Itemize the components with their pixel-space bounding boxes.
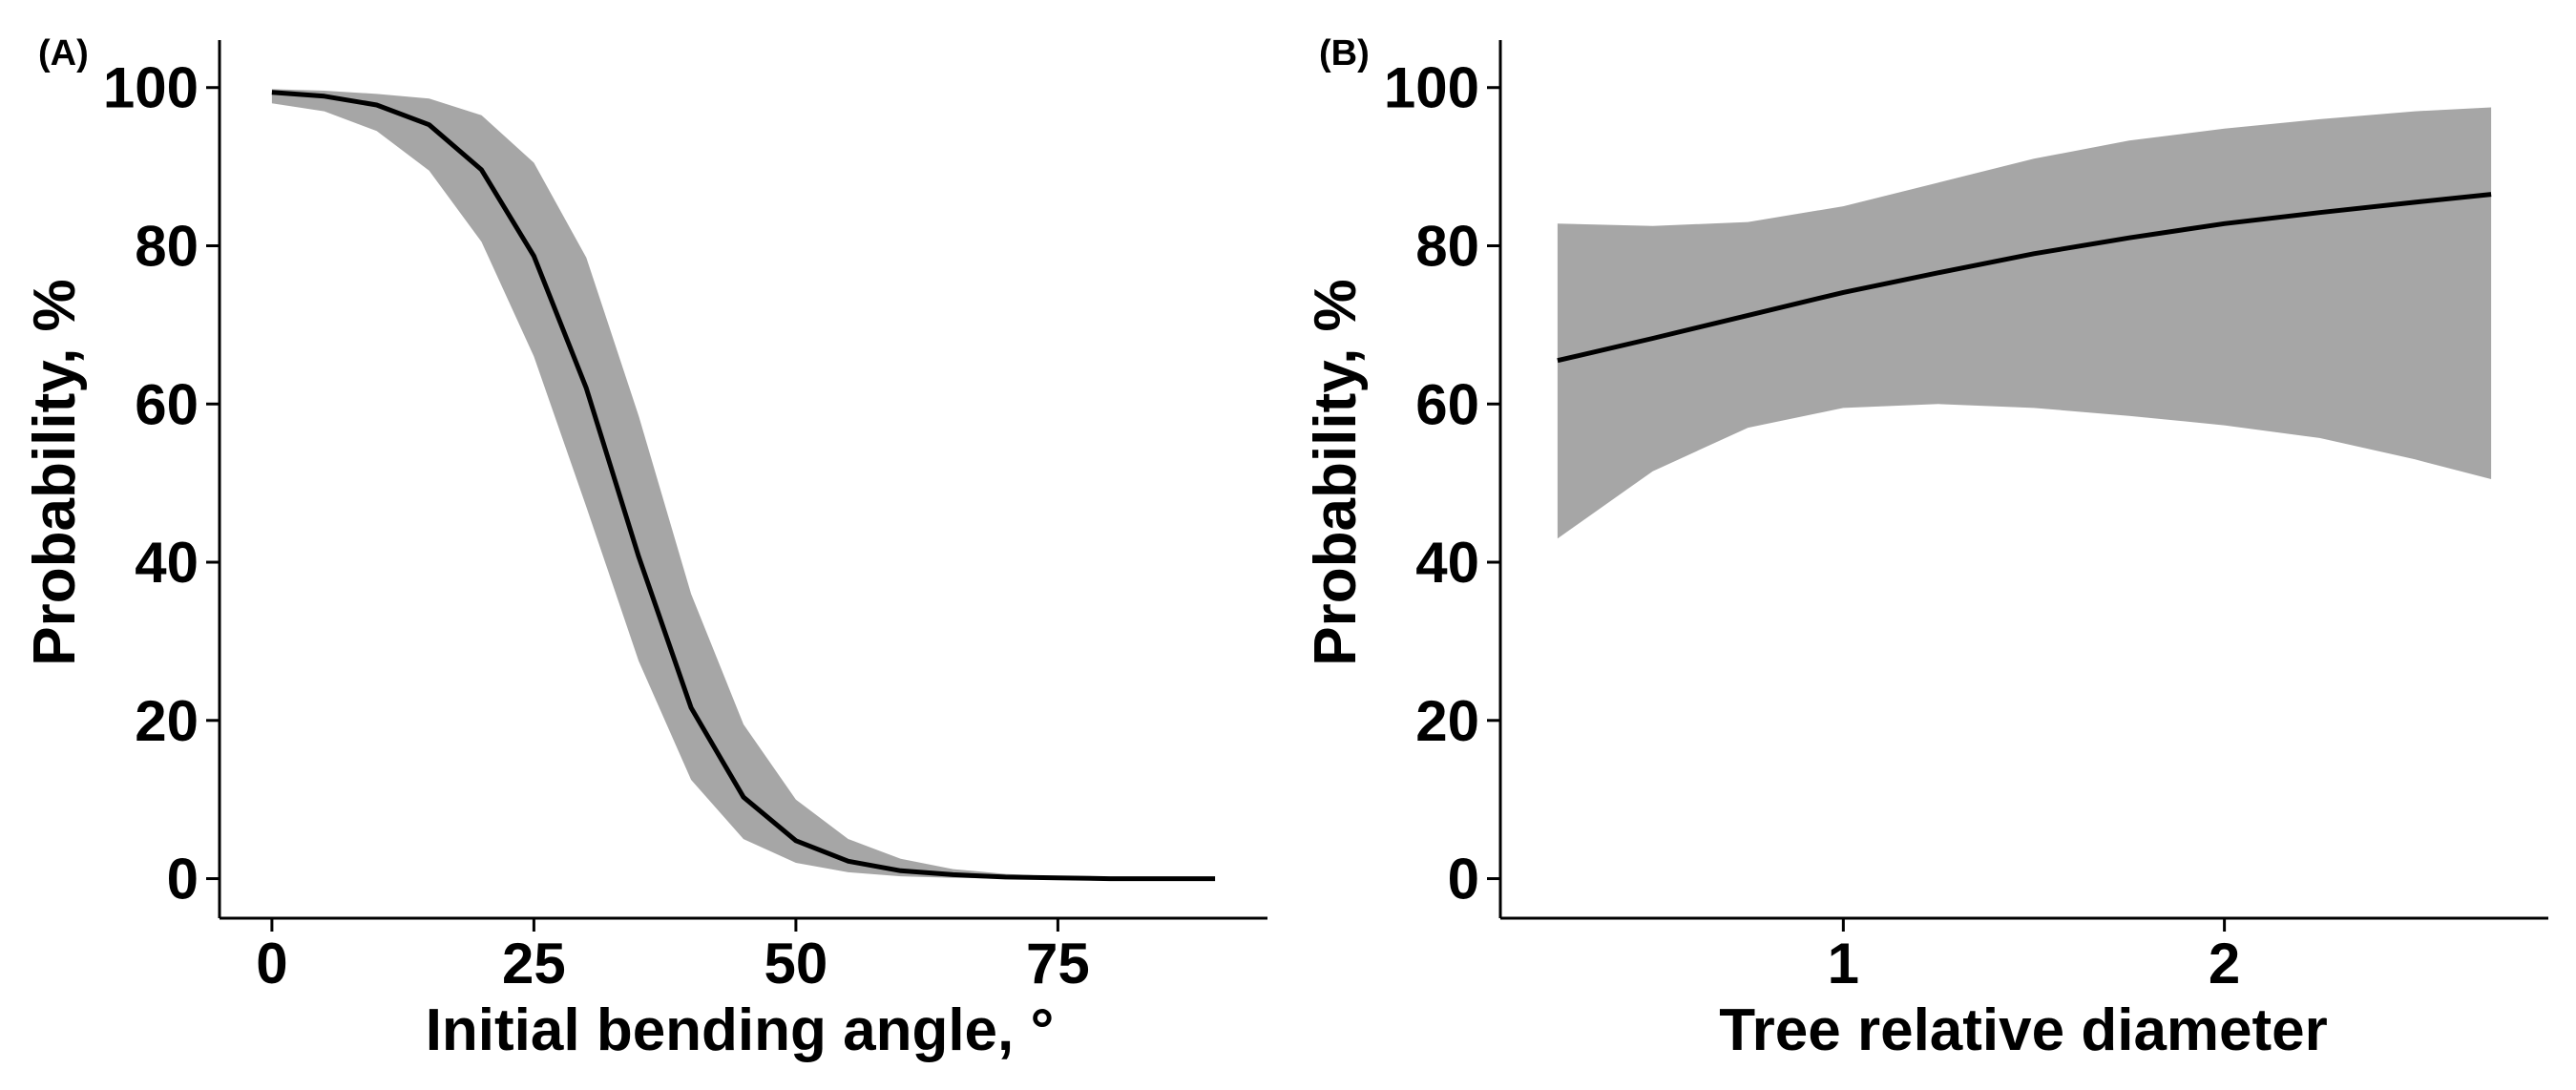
panel-b-fit-line xyxy=(1557,192,2492,364)
panel-b-y-tick-label: 40 xyxy=(1415,531,1479,595)
panel-a-x-axis-title: Initial bending angle, ° xyxy=(426,997,1055,1063)
panel-a-x-tick-label: 75 xyxy=(1026,932,1090,996)
panel-b-y-tick-label: 80 xyxy=(1415,214,1479,278)
panel-a-x-tick-label: 25 xyxy=(502,932,566,996)
panel-a-x-tick-label: 0 xyxy=(256,932,287,996)
panel-b-x-tick-label: 1 xyxy=(1828,932,1859,996)
panel-a-y-tick-label: 0 xyxy=(167,848,199,912)
panel-b-y-tick-label: 60 xyxy=(1415,372,1479,436)
panel-b: (B) Probability, % Tree relative diamete… xyxy=(1303,33,2548,1063)
panel-b-y-tick-label: 20 xyxy=(1415,689,1479,753)
panel-a-y-tick-label: 60 xyxy=(135,372,199,436)
panel-b-label: (B) xyxy=(1319,33,1370,73)
panel-a-fit-line xyxy=(271,90,1216,882)
panel-a-y-tick-label: 40 xyxy=(135,531,199,595)
panel-b-y-axis-title: Probability, % xyxy=(1303,279,1369,665)
panel-b-y-tick-label: 0 xyxy=(1448,848,1479,912)
panel-a-y-tick-label: 100 xyxy=(103,56,199,120)
panel-a-confidence-band xyxy=(271,89,1216,879)
panel-a-label: (A) xyxy=(38,33,89,73)
panel-a-y-tick-label: 80 xyxy=(135,214,199,278)
panel-a: (A) Probability, % Initial bending angle… xyxy=(22,33,1267,1063)
panel-b-x-tick-label: 2 xyxy=(2209,932,2240,996)
panel-a-y-tick-label: 20 xyxy=(135,689,199,753)
panel-a-y-axis-title: Probability, % xyxy=(22,279,88,665)
panel-b-confidence-band xyxy=(1557,107,2492,539)
panel-b-y-tick-label: 100 xyxy=(1384,56,1479,120)
panel-a-x-tick-label: 50 xyxy=(764,932,828,996)
panel-b-x-axis-title: Tree relative diameter xyxy=(1719,997,2328,1063)
